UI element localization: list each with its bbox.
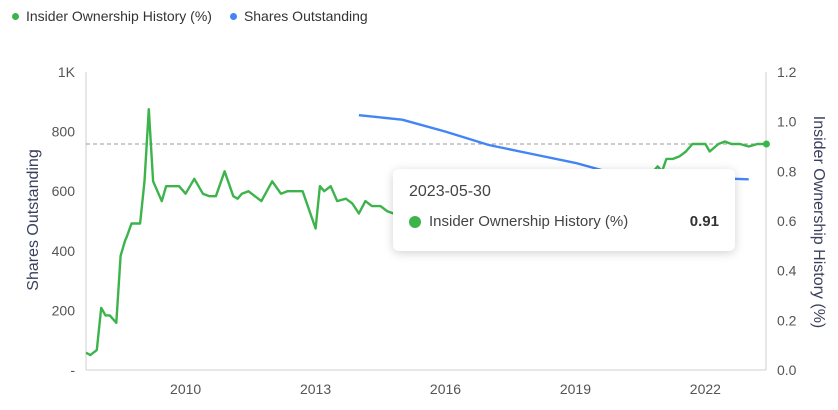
y-right-tick-label: 0.2 [777, 312, 797, 328]
legend-label-shares: Shares Outstanding [243, 8, 368, 24]
legend-label-insider: Insider Ownership History (%) [26, 8, 212, 24]
y-left-tick-label: 400 [52, 243, 76, 259]
tick-labels-layer: 2010 2013 2016 2019 2022 - 200 400 600 800 1K 0.0 0.… [52, 64, 797, 397]
tooltip-value: 0.91 [689, 213, 719, 230]
legend-dot-shares-icon [229, 12, 237, 20]
axes-layer [85, 72, 767, 371]
y-left-tick-label: - [70, 362, 75, 378]
legend-dot-insider-icon [12, 12, 19, 20]
legend-item-shares-outstanding[interactable]: Shares Outstanding [229, 8, 368, 24]
insider-ownership-last-point[interactable] [762, 140, 770, 148]
y-right-tick-label: 1.2 [777, 64, 797, 80]
y-right-tick-label: 0.0 [777, 362, 797, 378]
y-left-tick-label: 1K [58, 64, 76, 80]
x-tick-label: 2010 [170, 381, 201, 397]
y-axis-left-title: Shares Outstanding [25, 149, 42, 290]
tooltip-series-label: Insider Ownership History (%) [429, 213, 629, 230]
legend-item-insider-ownership[interactable]: Insider Ownership History (%) [12, 8, 212, 24]
tooltip-series-dot-icon [409, 215, 421, 228]
y-left-tick-label: 800 [52, 124, 76, 140]
y-axis-right-title: Insider Ownership History (%) [810, 116, 827, 329]
y-left-tick-label: 600 [52, 183, 76, 199]
y-left-tick-label: 200 [52, 302, 76, 318]
tooltip-date: 2023-05-30 [409, 183, 491, 200]
chart-tooltip: 2023-05-30 Insider Ownership History (%)… [393, 169, 735, 251]
x-tick-label: 2022 [690, 381, 721, 397]
x-tick-label: 2013 [300, 381, 331, 397]
y-right-tick-label: 0.6 [777, 213, 797, 229]
y-right-tick-label: 0.4 [777, 263, 797, 279]
y-right-tick-label: 0.8 [777, 163, 797, 179]
x-tick-label: 2019 [560, 381, 591, 397]
x-tick-label: 2016 [430, 381, 461, 397]
chart-legend: Insider Ownership History (%) Shares Out… [12, 8, 368, 24]
y-right-tick-label: 1.0 [777, 114, 797, 130]
tooltip-row: Insider Ownership History (%) 0.91 [409, 213, 719, 230]
